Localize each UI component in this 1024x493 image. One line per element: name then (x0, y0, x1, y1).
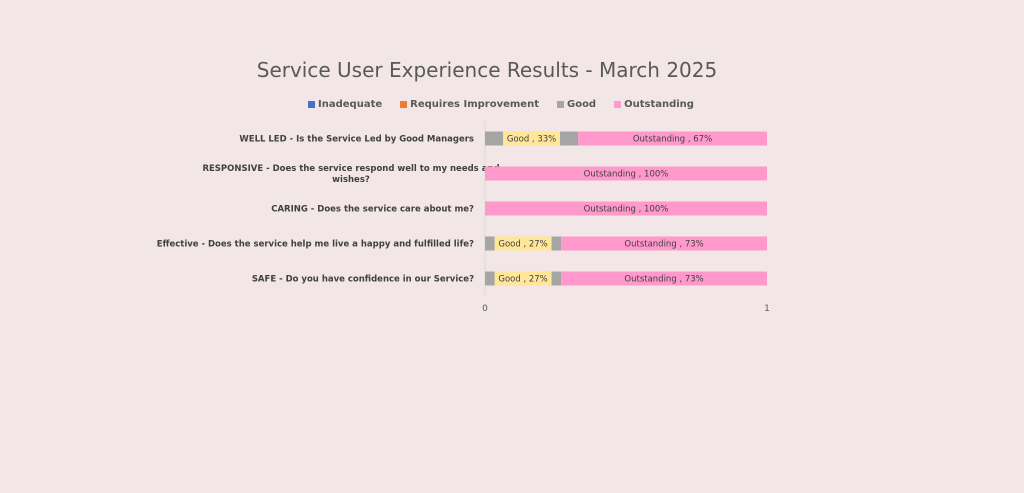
x-tick-label-0: 0 (482, 304, 488, 314)
legend-swatch-1 (400, 101, 408, 108)
data-label-bg-3-2 (494, 236, 552, 251)
bar-4-3 (561, 271, 767, 286)
category-label-0-0: WELL LED - Is the Service Led by Good Ma… (239, 135, 474, 145)
data-label-3-2: Good , 27% (498, 240, 547, 250)
bar-3-3 (561, 236, 767, 251)
legend-swatch-2 (556, 101, 564, 108)
bar-0-3 (578, 131, 767, 146)
category-label-3-0: Effective - Does the service help me liv… (157, 240, 474, 250)
data-label-bg-0-2 (503, 131, 561, 146)
bar-2-3 (485, 201, 767, 216)
legend-label-2: Good (566, 99, 597, 110)
data-label-4-3: Outstanding , 73% (624, 275, 703, 285)
data-label-4-2: Good , 27% (498, 275, 547, 285)
category-label-2-0: CARING - Does the service care about me? (271, 205, 474, 215)
legend-label-3: Outstanding (624, 99, 694, 110)
data-label-2-3: Outstanding , 100% (584, 205, 669, 215)
data-label-bg-4-2 (494, 271, 552, 286)
data-label-0-3: Outstanding , 67% (633, 135, 712, 145)
legend: Inadequate Requires Improvement Good Outsta… (0, 99, 1002, 110)
legend-item-2: Good (556, 99, 597, 110)
legend-label-0: Inadequate (318, 99, 383, 110)
x-tick-label-1: 1 (764, 304, 770, 314)
chart-title: Service User Experience Results - March … (256, 58, 718, 82)
data-label-1-3: Outstanding , 100% (584, 170, 669, 180)
data-label-0-2: Good , 33% (507, 135, 556, 145)
data-label-3-3: Outstanding , 73% (624, 240, 703, 250)
legend-swatch-3 (614, 101, 622, 108)
category-label-1-0: RESPONSIVE - Does the service respond we… (202, 164, 499, 174)
legend-swatch-0 (308, 101, 316, 108)
legend-item-1: Requires Improvement (400, 99, 539, 110)
legend-item-0: Inadequate (308, 99, 382, 110)
category-label-1-1: wishes? (332, 175, 370, 185)
legend-item-3: Outstanding (614, 99, 694, 110)
legend-label-1: Requires Improvement (410, 99, 539, 110)
bar-1-3 (485, 166, 767, 181)
category-label-4-0: SAFE - Do you have confidence in our Ser… (252, 275, 474, 285)
